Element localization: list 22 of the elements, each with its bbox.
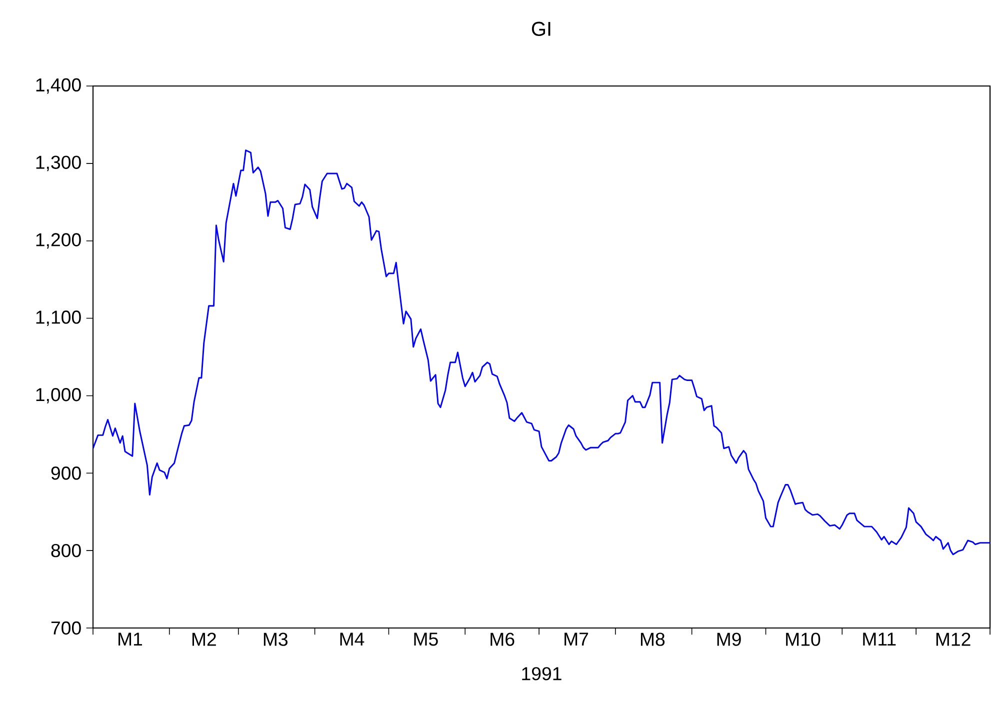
x-tick-label: M2 <box>192 632 216 646</box>
y-tick-label: 1,100 <box>36 310 81 326</box>
x-tick-label: M8 <box>640 632 665 646</box>
x-tick-label: M11 <box>863 632 896 646</box>
x-tick-label: M5 <box>414 632 438 646</box>
x-tick-label: M3 <box>264 632 288 646</box>
x-tick-label: M9 <box>717 632 741 646</box>
x-tick-label: M10 <box>786 632 820 646</box>
y-tick-label: 900 <box>51 466 81 480</box>
x-tick-label: M7 <box>564 632 588 646</box>
y-tick-label: 1,000 <box>36 388 81 404</box>
x-tick-label: M1 <box>118 632 142 646</box>
y-tick-label: 700 <box>51 621 81 635</box>
x-tick-label: M12 <box>936 632 970 646</box>
chart-title: GI <box>532 22 550 36</box>
y-tick-label: 1,300 <box>36 156 81 172</box>
x-tick-label: M4 <box>340 632 364 646</box>
x-tick-label: M6 <box>490 632 514 646</box>
x-axis-title: 1991 <box>522 667 562 680</box>
y-tick-label: 800 <box>51 544 81 558</box>
y-tick-label: 1,400 <box>36 78 81 94</box>
y-tick-label: 1,200 <box>36 233 81 249</box>
